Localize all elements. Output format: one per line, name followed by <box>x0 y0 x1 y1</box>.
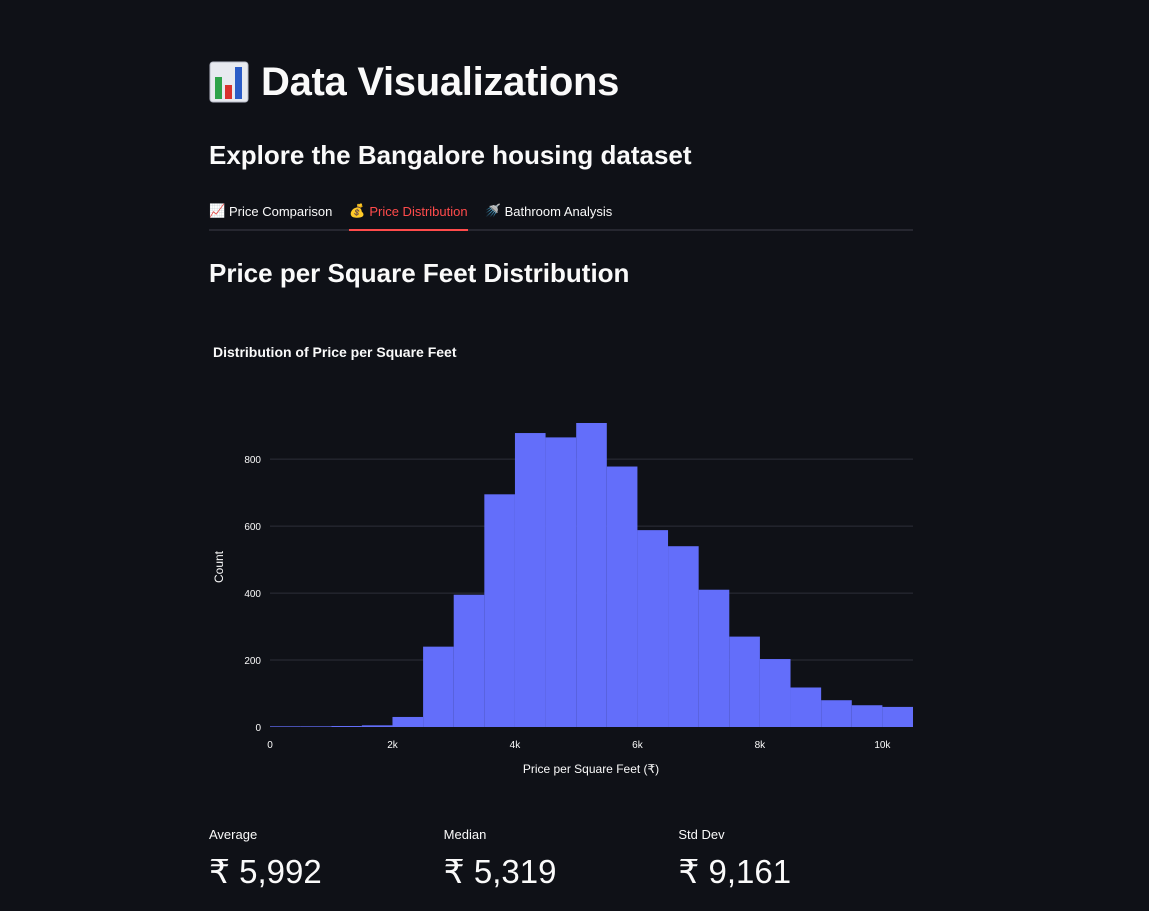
metric-value: ₹ 5,319 <box>443 853 557 890</box>
histogram-chart[interactable]: Distribution of Price per Square Feet 0 2… <box>209 330 913 790</box>
title-row: Data Visualizations <box>209 56 619 108</box>
histogram-bar[interactable] <box>453 594 485 727</box>
histogram-bar[interactable] <box>576 423 607 727</box>
tab-price-comparison[interactable]: 📈 Price Comparison <box>209 193 332 229</box>
histogram-bar[interactable] <box>484 494 515 727</box>
tab-label: Price Comparison <box>229 203 333 219</box>
bar-chart-icon <box>209 61 249 103</box>
x-tick-label: 10k <box>874 740 891 751</box>
y-tick-label: 600 <box>244 522 261 533</box>
chart-title: Distribution of Price per Square Feet <box>213 344 457 360</box>
page-subtitle: Explore the Bangalore housing dataset <box>209 140 692 170</box>
histogram-bar[interactable] <box>392 716 424 727</box>
x-tick-label: 6k <box>632 740 644 751</box>
tab-bar: 📈 Price Comparison 💰 Price Distribution … <box>209 193 913 231</box>
y-axis-ticks: 0 200 400 600 800 <box>244 455 261 734</box>
y-tick-label: 400 <box>244 589 261 600</box>
metric-label: Median <box>443 827 487 842</box>
histogram-bar[interactable] <box>790 687 822 727</box>
money-bag-icon: 💰 <box>349 203 366 218</box>
histogram-bar[interactable] <box>698 589 730 727</box>
histogram-bars <box>270 423 913 727</box>
y-tick-label: 200 <box>244 656 261 667</box>
metric-label: Average <box>209 827 258 842</box>
y-axis-label: Count <box>212 550 226 583</box>
histogram-bar[interactable] <box>361 725 393 727</box>
metric-average: Average ₹ 5,992 <box>209 826 444 894</box>
tab-label: Price Distribution <box>369 203 468 219</box>
metric-std-dev: Std Dev ₹ 9,161 <box>678 826 913 894</box>
x-tick-label: 8k <box>755 740 767 751</box>
histogram-bar[interactable] <box>270 726 301 727</box>
tab-price-distribution[interactable]: 💰 Price Distribution <box>349 193 468 231</box>
metric-median: Median ₹ 5,319 <box>444 826 679 894</box>
tab-bathroom-analysis[interactable]: 🚿 Bathroom Analysis <box>485 193 613 229</box>
metric-label: Std Dev <box>678 827 725 842</box>
histogram-bar[interactable] <box>606 466 638 727</box>
histogram-bar[interactable] <box>514 433 546 727</box>
histogram-bar[interactable] <box>423 646 454 727</box>
histogram-bar[interactable] <box>821 700 852 727</box>
shower-icon: 🚿 <box>484 203 501 218</box>
histogram-bar[interactable] <box>759 659 791 727</box>
x-tick-label: 2k <box>387 740 399 751</box>
tab-label: Bathroom Analysis <box>504 203 613 219</box>
page-title: Data Visualizations <box>261 60 620 104</box>
histogram-bar[interactable] <box>668 546 699 727</box>
x-tick-label: 4k <box>510 740 522 751</box>
histogram-bar[interactable] <box>300 726 332 727</box>
histogram-bar[interactable] <box>882 706 913 727</box>
histogram-bar[interactable] <box>729 636 760 727</box>
x-axis-ticks: 0 2k 4k 6k 8k 10k <box>267 740 891 751</box>
histogram-bar[interactable] <box>545 437 577 727</box>
metric-value: ₹ 5,992 <box>209 853 322 890</box>
histogram-bar[interactable] <box>331 725 362 727</box>
histogram-bar[interactable] <box>851 705 883 727</box>
metrics-row: Average ₹ 5,992 Median ₹ 5,319 Std Dev ₹… <box>209 826 913 894</box>
histogram-bar[interactable] <box>637 530 669 727</box>
metric-value: ₹ 9,161 <box>678 853 792 890</box>
y-tick-label: 800 <box>244 455 261 466</box>
chart-increasing-icon: 📈 <box>209 203 226 218</box>
x-axis-label: Price per Square Feet (₹) <box>523 762 659 776</box>
section-title: Price per Square Feet Distribution <box>209 258 630 288</box>
y-tick-label: 0 <box>255 723 261 734</box>
x-tick-label: 0 <box>267 740 273 751</box>
